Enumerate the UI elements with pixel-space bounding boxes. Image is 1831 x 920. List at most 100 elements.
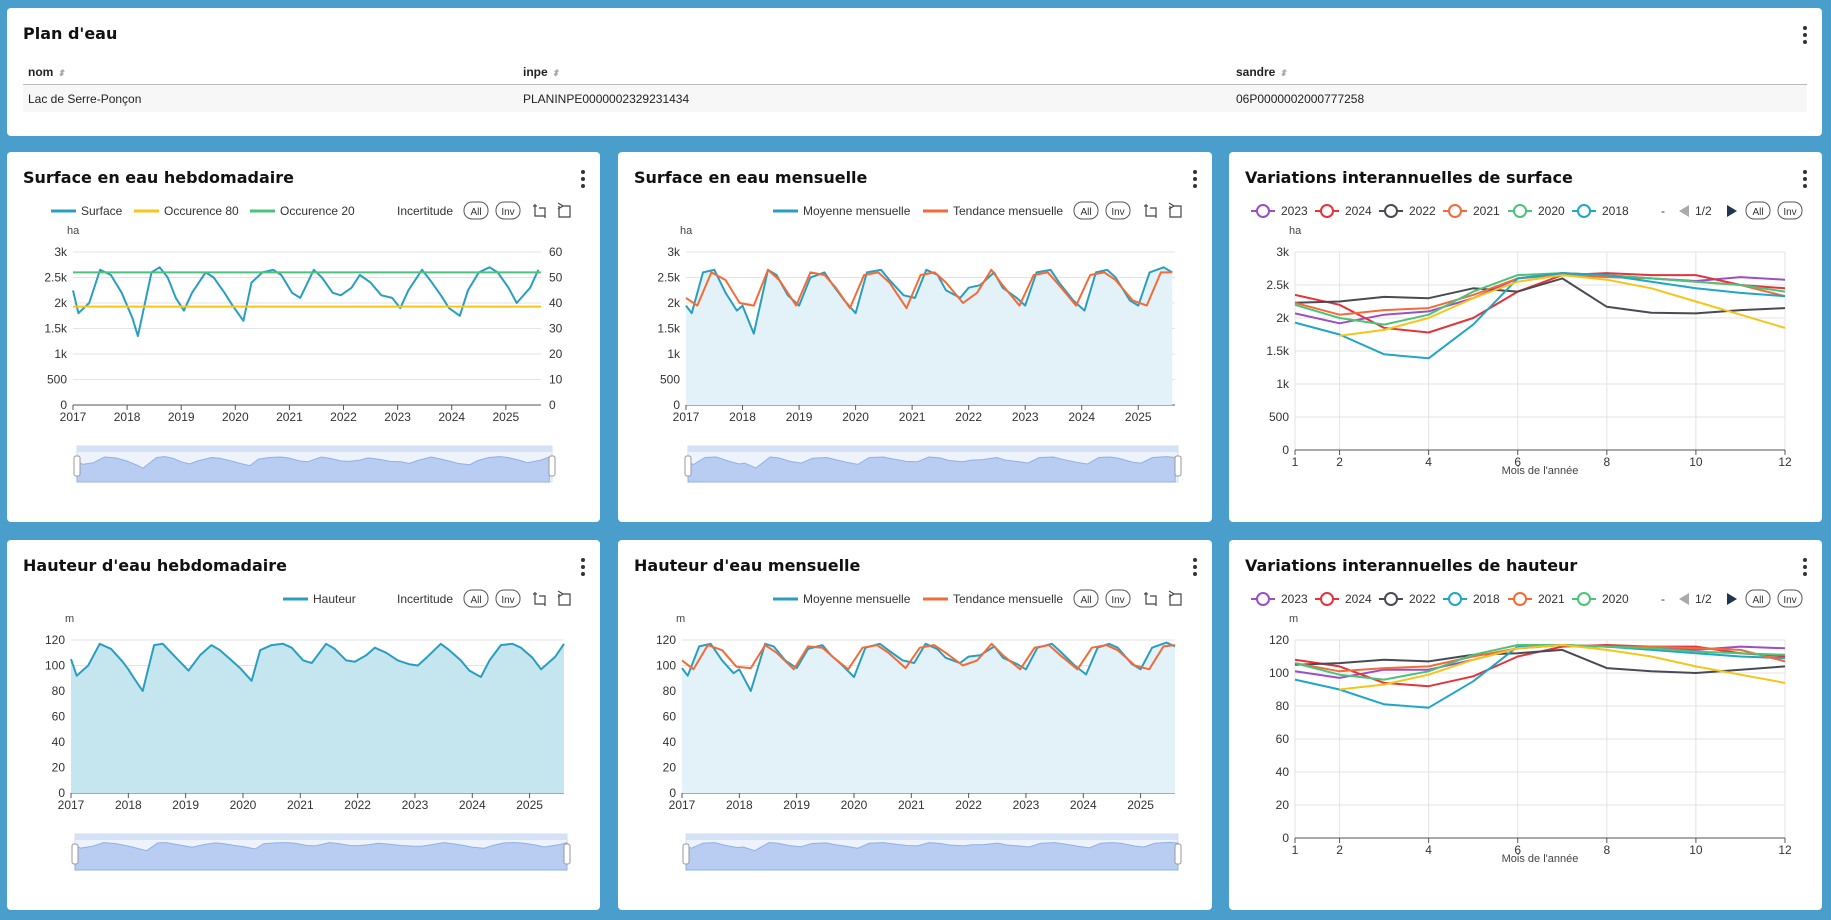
legend-prev-icon[interactable] [1679,593,1689,605]
legend-item-label[interactable]: 2022 [1409,592,1436,606]
more-options-icon[interactable] [580,170,586,190]
incertitude-toggle[interactable]: Incertitude [397,204,453,218]
legend-item-label[interactable]: 2024 [1345,592,1372,606]
column-header-inpe[interactable]: inpe ⬍ [523,65,560,79]
more-options-icon[interactable] [1802,26,1808,46]
legend-marker[interactable] [1513,204,1527,218]
legend-marker[interactable] [1256,592,1270,606]
all-button-label[interactable]: All [1752,207,1763,218]
zoom-select-icon[interactable] [1144,592,1157,606]
legend-item-label[interactable]: 2020 [1538,204,1565,218]
legend-item-label[interactable]: 2022 [1409,204,1436,218]
legend-marker[interactable] [1448,592,1462,606]
inv-button[interactable] [1105,201,1131,220]
more-options-icon[interactable] [1802,170,1808,190]
inv-button-label[interactable]: Inv [501,207,514,218]
all-button-label[interactable]: All [470,207,481,218]
legend-marker[interactable] [1256,204,1270,218]
zoom-reset-icon[interactable] [1168,590,1182,606]
inv-button[interactable] [1777,201,1803,220]
legend-marker[interactable] [1384,204,1398,218]
legend-prev-icon[interactable] [1679,205,1689,217]
all-button-label[interactable]: All [470,595,481,606]
inv-button-label[interactable]: Inv [501,595,514,606]
inv-button[interactable] [495,589,521,608]
legend-item-label[interactable]: Hauteur [313,592,356,606]
inv-button[interactable] [1777,589,1803,608]
zoom-reset-icon[interactable] [557,590,571,606]
more-options-icon[interactable] [1802,558,1808,578]
data-zoom-bar[interactable] [75,834,567,840]
data-zoom-handle-left[interactable] [682,843,690,865]
legend-item-label[interactable]: Occurence 20 [280,204,355,218]
inv-button-label[interactable]: Inv [1783,207,1796,218]
incertitude-toggle[interactable]: Incertitude [397,592,453,606]
all-button-label[interactable]: All [1080,207,1091,218]
data-zoom-handle-left[interactable] [684,455,692,477]
zoom-reset-icon[interactable] [1168,202,1182,218]
legend-item-label[interactable]: Tendance mensuelle [953,592,1063,606]
all-button[interactable] [1745,201,1771,220]
inv-button-label[interactable]: Inv [1111,207,1124,218]
data-zoom-handle-right[interactable] [1174,455,1182,477]
table-row[interactable]: Lac de Serre-Ponçon PLANINPE000000232923… [23,85,1807,112]
zoom-select-icon[interactable] [533,592,546,606]
legend-next-icon[interactable] [1727,205,1737,217]
data-zoom-handle-right[interactable] [563,843,571,865]
inv-button[interactable] [495,201,521,220]
legend-marker[interactable] [1384,592,1398,606]
legend-item-label[interactable]: 2018 [1602,204,1629,218]
legend-item-label[interactable]: Surface [81,204,123,218]
data-zoom-handle-right[interactable] [548,455,556,477]
data-zoom-handle-right[interactable] [1174,843,1182,865]
legend-item-label[interactable]: 2020 [1602,592,1629,606]
legend-marker[interactable] [1448,204,1462,218]
all-button[interactable] [1073,201,1099,220]
legend-marker[interactable] [1320,204,1334,218]
legend-marker[interactable] [1320,592,1334,606]
data-zoom-bar[interactable] [686,834,1178,840]
legend-item-label[interactable]: Occurence 80 [164,204,239,218]
zoom-select-icon[interactable] [533,204,546,218]
all-button-label[interactable]: All [1752,595,1763,606]
legend-item-label[interactable]: 2024 [1345,204,1372,218]
all-button-label[interactable]: All [1080,595,1091,606]
sort-icon[interactable]: ⬍ [57,68,65,78]
legend-item-label[interactable]: Moyenne mensuelle [803,204,911,218]
legend-item-label[interactable]: 2023 [1281,592,1308,606]
more-options-icon[interactable] [1192,558,1198,578]
all-button[interactable] [463,201,489,220]
all-button[interactable] [1073,589,1099,608]
inv-button-label[interactable]: Inv [1111,595,1124,606]
legend-item-label[interactable]: 2021 [1473,204,1500,218]
column-header-nom[interactable]: nom ⬍ [28,65,65,79]
legend-item-label[interactable]: Tendance mensuelle [953,204,1063,218]
y-tick-label: 80 [663,684,677,698]
all-button[interactable] [463,589,489,608]
inv-button-label[interactable]: Inv [1783,595,1796,606]
sort-icon[interactable]: ⬍ [1279,68,1287,78]
data-zoom-bar[interactable] [77,446,552,452]
y-tick-label: 120 [45,633,65,647]
zoom-select-icon[interactable] [1144,204,1157,218]
more-options-icon[interactable] [580,558,586,578]
legend-item-label[interactable]: Moyenne mensuelle [803,592,911,606]
data-zoom-bar[interactable] [688,446,1178,452]
legend-marker[interactable] [1513,592,1527,606]
more-options-icon[interactable] [1192,170,1198,190]
legend-marker[interactable] [1577,592,1591,606]
legend-item-label[interactable]: 2018 [1473,592,1500,606]
column-header-sandre[interactable]: sandre ⬍ [1236,65,1287,79]
legend-next-icon[interactable] [1727,593,1737,605]
inv-button[interactable] [1105,589,1131,608]
legend-item-label[interactable]: 2021 [1538,592,1565,606]
chart-hauteur-mensuelle: 0 20 40 60 80 100 120 2017 2018 2019 2020 2021 2022 2… [656,589,1182,871]
sort-icon[interactable]: ⬍ [551,68,560,78]
zoom-reset-icon[interactable] [557,202,571,218]
data-zoom-handle-left[interactable] [71,843,79,865]
all-button[interactable] [1745,589,1771,608]
data-zoom-handle-left[interactable] [73,455,81,477]
legend-item-label[interactable]: 2023 [1281,204,1308,218]
series-line-2021 [1294,644,1786,673]
legend-marker[interactable] [1577,204,1591,218]
